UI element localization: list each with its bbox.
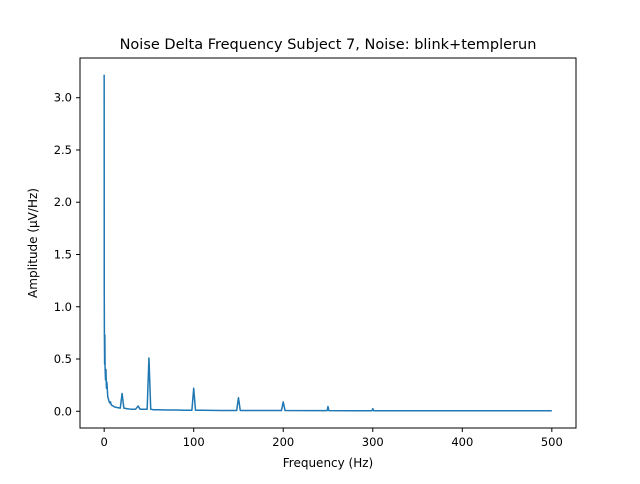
x-tick-label: 500 — [541, 435, 563, 449]
series-line-0 — [103, 74, 552, 412]
y-tick-label: 0.0 — [54, 404, 72, 418]
y-axis-label: Amplitude (μV/Hz) — [26, 188, 40, 298]
y-tick-label: 0.5 — [54, 352, 72, 366]
y-axis-ticks: 0.0 0.5 1.0 1.5 2.0 2.5 3.0 — [54, 91, 80, 418]
x-tick-label: 0 — [101, 435, 108, 449]
x-tick-label: 200 — [272, 435, 294, 449]
x-axis-label: Frequency (Hz) — [283, 456, 374, 470]
x-tick-label: 300 — [362, 435, 384, 449]
y-tick-label: 3.0 — [54, 91, 72, 105]
y-tick-label: 2.0 — [54, 195, 72, 209]
x-tick-label: 100 — [183, 435, 205, 449]
y-tick-label: 2.5 — [54, 143, 72, 157]
plot-area — [103, 74, 552, 412]
axes-frame — [79, 57, 577, 429]
y-tick-label: 1.0 — [54, 300, 72, 314]
y-tick-label: 1.5 — [54, 247, 72, 261]
x-axis-ticks: 0 100 200 300 400 500 — [101, 428, 563, 449]
x-tick-label: 400 — [451, 435, 473, 449]
chart-title: Noise Delta Frequency Subject 7, Noise: … — [120, 37, 537, 53]
